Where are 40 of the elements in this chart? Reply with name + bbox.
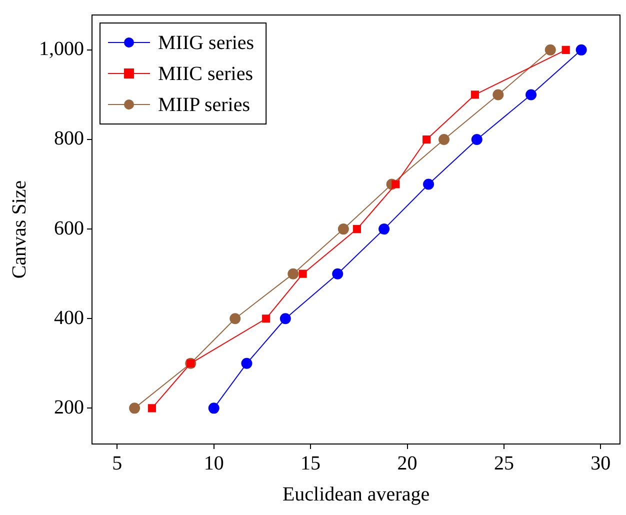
point (392, 180, 400, 188)
point (262, 314, 270, 323)
x-tick-label: 15 (300, 452, 321, 474)
point (544, 44, 556, 56)
y-tick-label: 200 (54, 396, 84, 418)
point (492, 89, 504, 100)
point (562, 46, 570, 54)
legend-label: MIIC series (158, 62, 254, 85)
point (338, 224, 349, 235)
point (438, 134, 450, 145)
x-tick-label: 5 (112, 452, 122, 474)
point (332, 268, 344, 280)
x-tick-label: 30 (590, 452, 611, 474)
y-axis-title: Canvas Size (8, 180, 30, 279)
y-tick-label: 800 (54, 128, 84, 150)
x-tick-label: 20 (397, 452, 418, 474)
point (208, 402, 220, 414)
point (471, 134, 482, 145)
y-tick-label: 600 (54, 217, 84, 240)
point (148, 404, 156, 412)
legend-label: MIIP series (158, 94, 250, 116)
point (288, 268, 299, 280)
point (129, 402, 140, 414)
point (230, 313, 241, 324)
point (280, 313, 291, 324)
point (576, 44, 587, 56)
point (241, 358, 252, 369)
x-tick-label: 25 (494, 452, 514, 474)
point (526, 89, 537, 100)
y-tick-label: 400 (54, 306, 84, 329)
y-tick-label: 1,000 (39, 38, 84, 60)
point (352, 225, 362, 234)
point (470, 90, 479, 99)
x-axis-title: Euclidean average (282, 483, 430, 506)
point (423, 178, 434, 190)
point (378, 224, 390, 235)
x-tick-label: 10 (204, 452, 224, 474)
point (422, 135, 431, 144)
point (298, 270, 307, 278)
legend-label: MIIG series (158, 32, 254, 54)
